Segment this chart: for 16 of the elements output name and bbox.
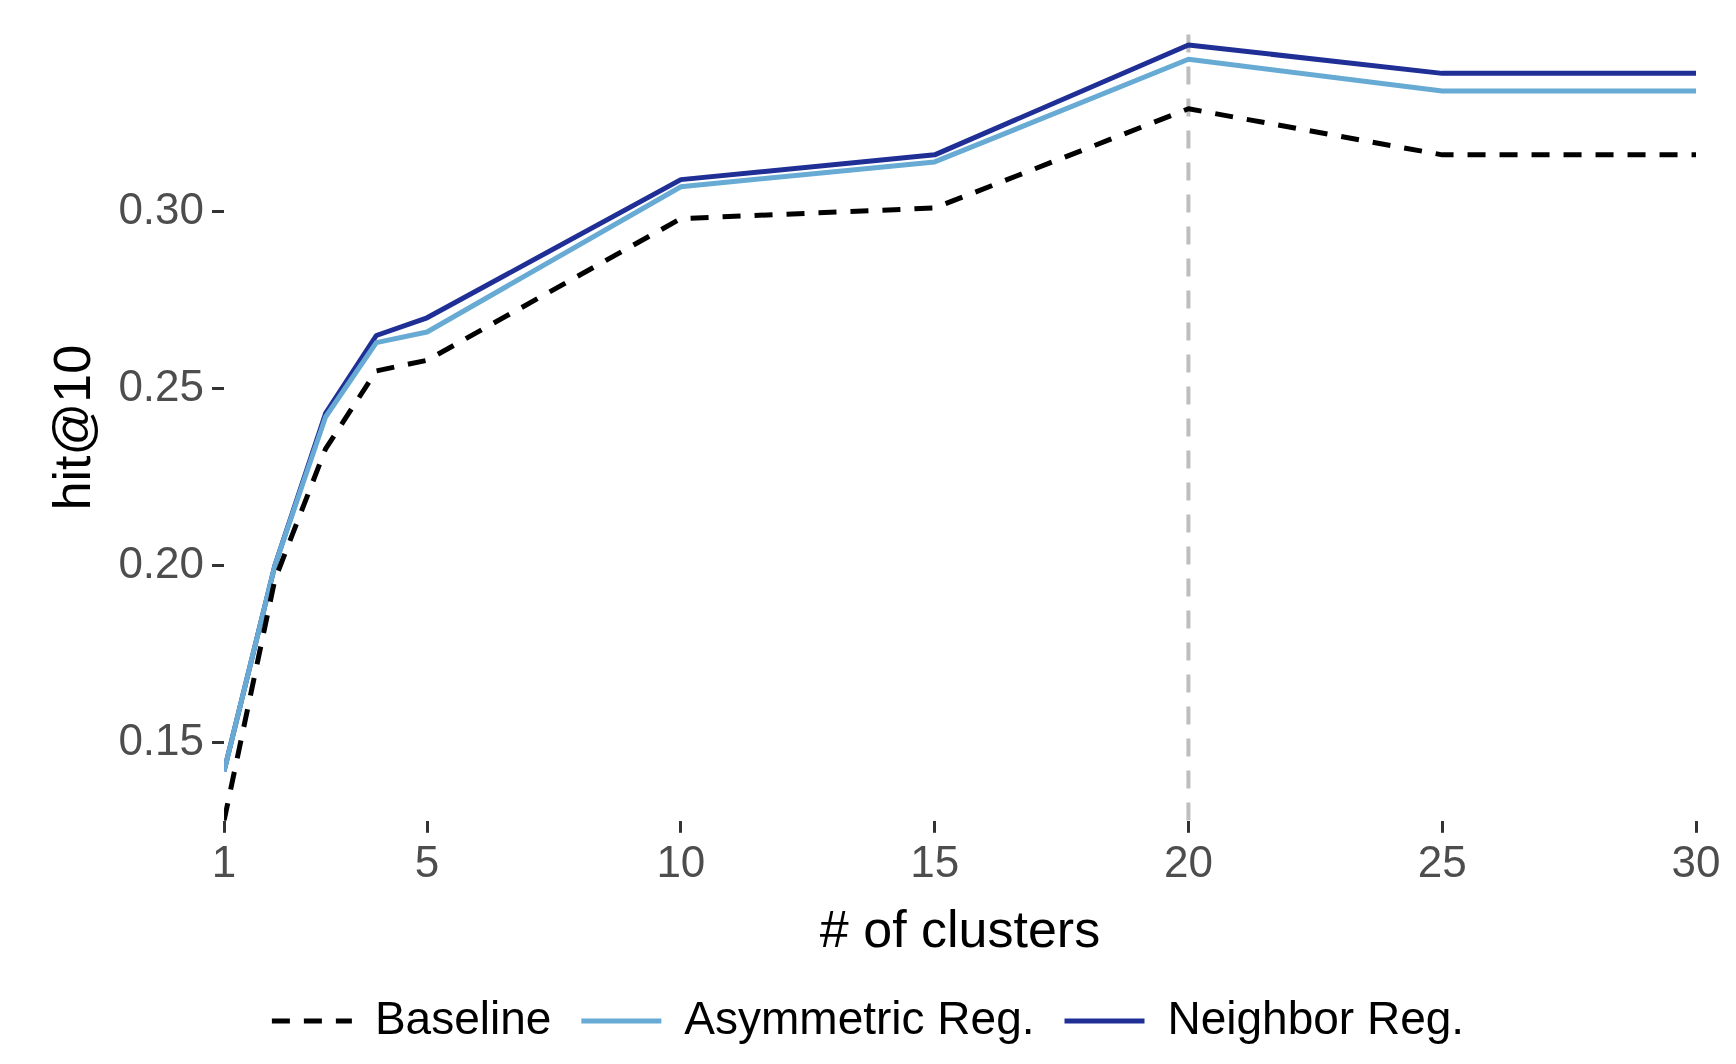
x-tick-label: 20: [1163, 837, 1213, 887]
y-axis-title: hit@10: [42, 344, 101, 511]
x-tick-label: 30: [1671, 837, 1721, 887]
x-tick-label: 10: [656, 837, 706, 887]
y-tick-label: 0.25: [118, 360, 205, 410]
x-axis-title: # of clusters: [819, 900, 1101, 959]
y-tick-label: 0.20: [118, 537, 205, 587]
x-tick-label: 1: [211, 837, 237, 887]
x-tick-label: 25: [1417, 837, 1467, 887]
legend-label: Neighbor Reg.: [1167, 991, 1465, 1044]
y-tick-label: 0.15: [118, 715, 205, 765]
x-tick-label: 15: [910, 837, 960, 887]
legend-label: Baseline: [374, 991, 552, 1044]
legend-label: Asymmetric Reg.: [684, 991, 1035, 1044]
x-tick-label: 5: [414, 837, 440, 887]
y-tick-label: 0.30: [118, 183, 205, 233]
